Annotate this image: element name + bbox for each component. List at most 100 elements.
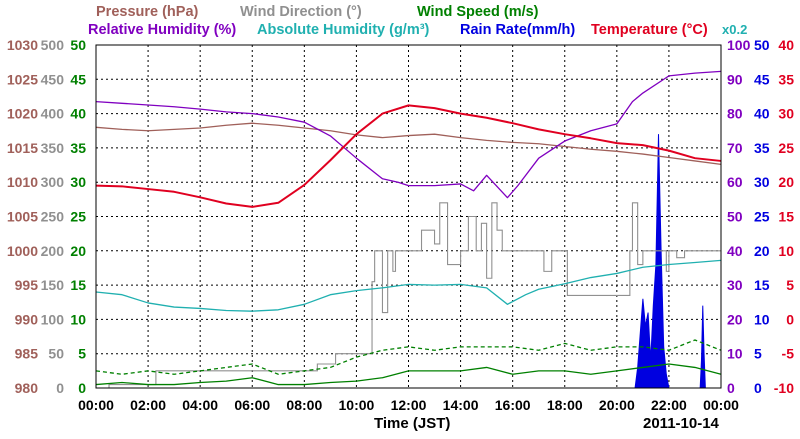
grid [96,45,721,388]
y-tick-humidity: 80 [727,106,743,122]
y-tick-wind-direction: 400 [41,106,65,122]
x-tick: 12:00 [391,397,427,413]
legend-rain-rate: Rain Rate(mm/h) [460,22,575,38]
y-tick-pressure: 995 [15,277,39,293]
y-tick-wind-speed: 5 [78,346,86,362]
x-tick: 10:00 [339,397,375,413]
y-tick-temperature: 40 [778,37,794,53]
x-tick: 00:00 [78,397,114,413]
legend-abs-humidity: Absolute Humidity (g/m³) [257,22,430,38]
y-tick-pressure: 1010 [7,174,38,190]
plot-frame [95,44,722,389]
legend-row-2: Relative Humidity (%) Absolute Humidity … [88,22,747,38]
y-tick-pressure: 985 [15,346,39,362]
y-tick-temperature: 10 [778,243,794,259]
y-tick-humidity: 70 [727,140,743,156]
x-axis-label: Time (JST) [374,415,450,432]
wind-speed-series-dashed [95,339,722,375]
y-tick-pressure: 1030 [7,37,38,53]
y-tick-wind-speed: 50 [70,37,86,53]
rain-rate-series [96,134,721,389]
wind-direction-series [96,202,721,389]
y-tick-humidity: 30 [727,277,743,293]
y-tick-wind-direction: 350 [41,140,65,156]
y-tick-humidity: 40 [727,243,743,259]
y-tick-rain-rate: 50 [754,37,770,53]
x-tick: 08:00 [286,397,322,413]
series-layer [95,70,722,389]
y-tick-wind-speed: 45 [70,71,86,87]
y-tick-rain-rate: 45 [754,71,770,87]
y-tick-wind-speed: 35 [70,140,86,156]
y-tick-wind-direction: 450 [41,71,65,87]
y-tick-humidity: 60 [727,174,743,190]
y-tick-pressure: 1005 [7,209,38,225]
y-tick-pressure: 1015 [7,140,38,156]
y-tick-temperature: 35 [778,71,794,87]
legend-humidity: Relative Humidity (%) [88,22,236,38]
y-tick-wind-direction: 300 [41,174,65,190]
y-tick-temperature: 25 [778,140,794,156]
legend-wind-speed: Wind Speed (m/s) [417,4,539,20]
y-tick-temperature: -10 [774,380,794,396]
y-tick-rain-rate: 35 [754,140,770,156]
y-tick-wind-speed: 15 [70,277,86,293]
legend-pressure: Pressure (hPa) [96,4,199,20]
y-tick-pressure: 1025 [7,71,38,87]
temperature-series [95,104,722,208]
y-tick-rain-rate: 25 [754,209,770,225]
y-tick-humidity: 90 [727,71,743,87]
y-tick-pressure: 1000 [7,243,38,259]
y-tick-rain-rate: 20 [754,243,770,259]
y-tick-humidity: 20 [727,311,743,327]
x-tick: 16:00 [495,397,531,413]
y-tick-wind-speed: 0 [78,380,86,396]
y-tick-humidity: 0 [727,380,735,396]
y-tick-wind-speed: 40 [70,106,86,122]
y-tick-humidity: 50 [727,209,743,225]
y-tick-wind-direction: 500 [41,37,65,53]
axes-layer: 1030102510201015101010051000995990985980… [7,37,794,413]
x-tick: 18:00 [547,397,583,413]
y-tick-temperature: 5 [786,277,794,293]
y-tick-wind-direction: 250 [41,209,65,225]
wind-speed-series [95,363,722,386]
y-tick-temperature: 0 [786,311,794,327]
x-tick: 02:00 [130,397,166,413]
y-tick-humidity: 100 [727,37,751,53]
y-tick-pressure: 1020 [7,106,38,122]
y-tick-pressure: 980 [15,380,39,396]
x-tick: 04:00 [182,397,218,413]
legend-row-1: Pressure (hPa) Wind Direction (°) Wind S… [96,4,539,20]
y-tick-temperature: -5 [782,346,795,362]
y-tick-rain-rate: 10 [754,311,770,327]
x-tick: 22:00 [651,397,687,413]
y-tick-wind-speed: 10 [70,311,86,327]
pressure-series [95,122,722,166]
y-tick-wind-direction: 100 [41,311,65,327]
y-tick-wind-direction: 200 [41,243,65,259]
x-tick: 20:00 [599,397,635,413]
legend-temperature: Temperature (°C) [591,22,708,38]
x-tick: 06:00 [234,397,270,413]
y-tick-rain-rate: 0 [754,380,762,396]
y-tick-wind-speed: 20 [70,243,86,259]
y-tick-rain-rate: 40 [754,106,770,122]
abs-humidity-series [95,259,722,312]
y-tick-temperature: 30 [778,106,794,122]
date-label: 2011-10-14 [643,415,720,432]
y-tick-rain-rate: 15 [754,277,770,293]
legend-wind-direction: Wind Direction (°) [240,4,362,20]
y-tick-rain-rate: 30 [754,174,770,190]
humidity-series [95,70,722,199]
y-tick-humidity: 10 [727,346,743,362]
y-tick-wind-direction: 150 [41,277,65,293]
y-tick-wind-speed: 25 [70,209,86,225]
y-tick-wind-direction: 50 [48,346,64,362]
y-tick-pressure: 990 [15,311,39,327]
y-tick-temperature: 20 [778,174,794,190]
x-tick: 14:00 [443,397,479,413]
x-tick: 00:00 [703,397,739,413]
